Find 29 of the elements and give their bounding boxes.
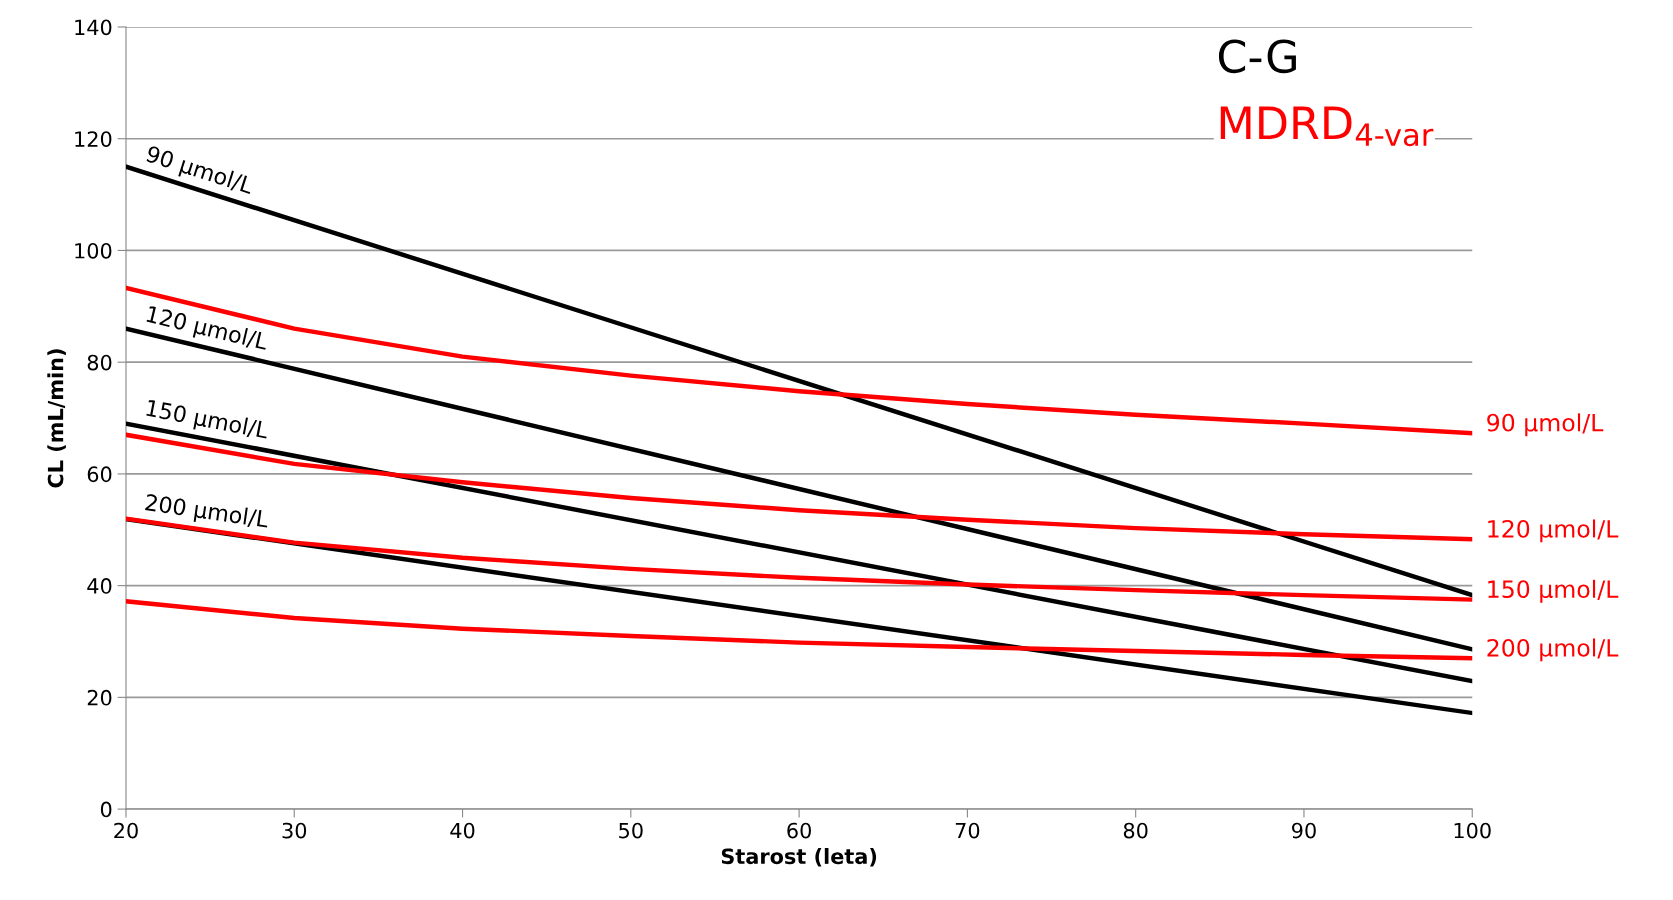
- y-tick-label: 80: [87, 354, 112, 371]
- text: 200 μmol/L: [144, 493, 270, 533]
- y-tick-label: 140: [75, 19, 112, 36]
- line-series: [125, 599, 1473, 661]
- y-tick-label: 0: [100, 801, 112, 818]
- annotation: C-G: [1218, 39, 1296, 74]
- x-tick-label: 90: [1292, 822, 1316, 839]
- y-tick-label: 60: [87, 466, 112, 483]
- x-tick-label: 100: [1454, 822, 1491, 839]
- x-tick-label: 70: [955, 822, 980, 839]
- x-axis-title: Starost (leta): [721, 848, 877, 867]
- y-tick-label: 20: [87, 689, 112, 706]
- series-label: 150 μmol/L: [1488, 579, 1619, 603]
- x-tick-label: 60: [787, 822, 811, 839]
- x-tick-label: 40: [450, 822, 475, 839]
- x-tick-label: 80: [1123, 822, 1148, 839]
- x-tick-label: 20: [114, 822, 138, 839]
- y-tick-label: 120: [75, 131, 112, 147]
- y-axis-title: CL (mL/min): [47, 349, 66, 488]
- x-tick-label: 50: [619, 822, 643, 839]
- text: 150 μmol/L: [145, 398, 270, 444]
- y-tick-label: 40: [87, 578, 112, 594]
- text: 90 μmol/L: [144, 144, 255, 199]
- y-tick-label: 100: [75, 242, 112, 259]
- text: 120 μmol/L: [145, 305, 270, 355]
- series-label: 90 μmol/L: [1487, 413, 1604, 437]
- x-tick-label: 30: [282, 822, 307, 839]
- series-label: 200 μmol/L: [1487, 638, 1619, 662]
- series-label: 120 μmol/L: [1488, 519, 1619, 543]
